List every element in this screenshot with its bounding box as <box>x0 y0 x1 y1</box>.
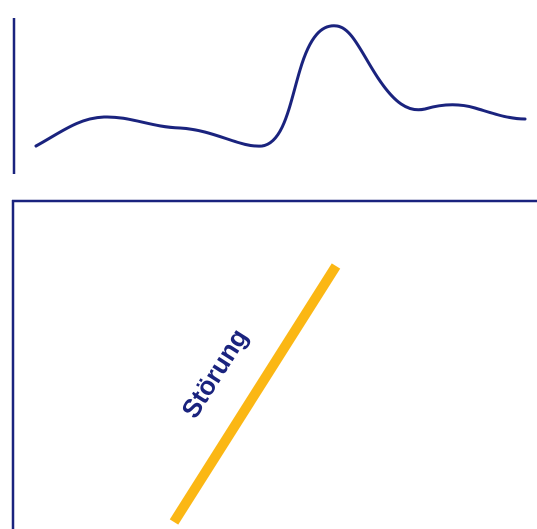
signal-curve <box>34 24 527 148</box>
disturbance-panel: Störung <box>11 199 537 529</box>
signal-panel <box>12 18 527 174</box>
disturbance-line <box>169 263 341 525</box>
